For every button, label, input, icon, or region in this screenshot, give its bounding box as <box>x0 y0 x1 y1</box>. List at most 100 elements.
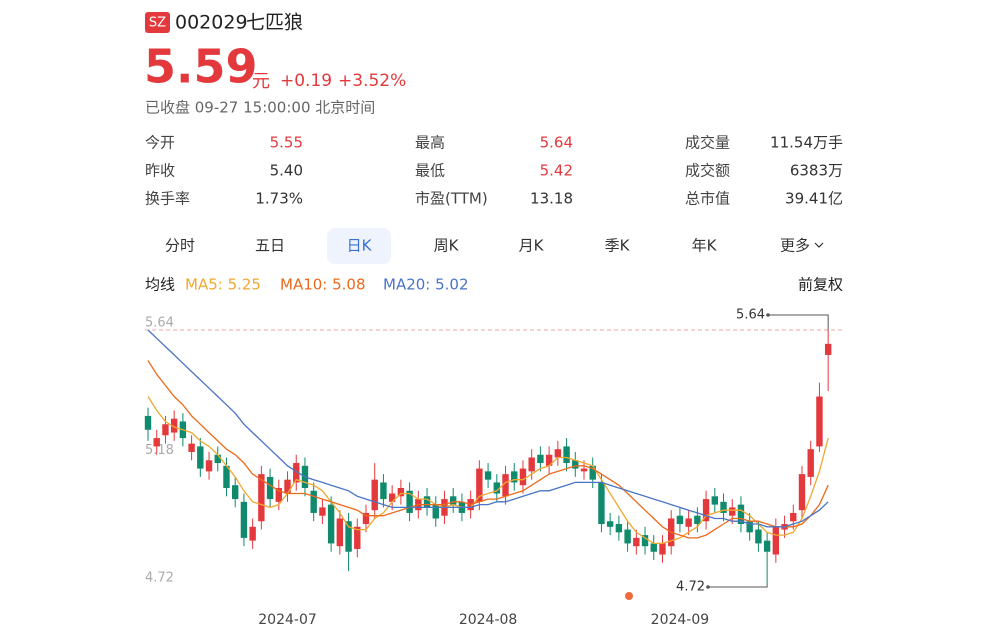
change: +0.19 <box>280 71 332 91</box>
candle-body <box>676 515 684 525</box>
candle-body <box>659 543 666 555</box>
candle-body <box>223 465 230 488</box>
candle-body <box>397 487 405 497</box>
candle-body <box>589 465 596 480</box>
candle-body <box>162 424 169 436</box>
candle-body <box>240 501 248 538</box>
adjust[interactable]: 前复权 <box>798 276 843 294</box>
candle-body <box>702 499 710 522</box>
stat-value: 5.55 <box>270 134 303 152</box>
candle-body <box>275 487 282 502</box>
candle-body <box>737 504 745 525</box>
candle-body <box>572 460 579 469</box>
tab[interactable]: 周K <box>434 237 460 255</box>
candle-body <box>362 512 370 525</box>
legend-entry: MA10: 5.08 <box>280 276 366 294</box>
candle-body <box>354 526 361 549</box>
stat-value: 11.54万手 <box>770 134 843 152</box>
stat-label: 成交额 <box>685 162 730 180</box>
candle-body <box>685 518 692 527</box>
candle-body <box>615 524 623 533</box>
candle-body <box>476 468 483 502</box>
candle-body <box>432 504 439 519</box>
candle-body <box>388 493 396 502</box>
candle-body <box>816 396 823 447</box>
tab[interactable]: 分时 <box>165 237 195 255</box>
candle-body <box>711 496 718 505</box>
dropdown-arrow[interactable] <box>814 242 824 248</box>
low-marker-dot <box>706 585 710 589</box>
tab[interactable]: 更多 <box>780 237 810 255</box>
candle-body <box>763 540 771 552</box>
candle-body <box>633 537 640 547</box>
candle-body <box>598 482 605 525</box>
candle-body <box>694 515 701 525</box>
stat-label: 今开 <box>145 134 175 152</box>
candle-body <box>293 463 300 483</box>
tab[interactable]: 月K <box>519 237 545 255</box>
candle-body <box>197 446 204 469</box>
candle-body <box>144 415 152 430</box>
stat-value: 5.40 <box>270 162 303 180</box>
price: 5.59 <box>144 40 258 94</box>
candle-body <box>790 512 797 522</box>
candle-body <box>205 460 213 472</box>
x-tick-label: 2024-08 <box>459 612 518 628</box>
candle-body <box>345 521 352 552</box>
high-marker-line <box>768 314 829 330</box>
low-marker-label: 4.72 <box>676 580 705 595</box>
stock-code: 002029 <box>175 12 248 34</box>
candle-body <box>336 518 344 547</box>
candle-body <box>650 543 657 552</box>
x-tick-label: 2024-09 <box>651 612 710 628</box>
candle-body <box>493 482 500 494</box>
tab[interactable]: 日K <box>347 237 373 255</box>
stat-label: 总市值 <box>685 190 730 208</box>
candle-body <box>284 479 291 494</box>
candle-body <box>319 507 326 516</box>
candle-body <box>824 343 832 355</box>
candle-body <box>266 476 274 500</box>
candle-body <box>537 454 544 464</box>
candle-body <box>423 496 431 508</box>
candle-body <box>450 496 457 505</box>
candle-body <box>484 471 492 480</box>
candle-body <box>214 454 221 464</box>
candle-body <box>755 529 762 544</box>
stat-value: 39.41亿 <box>785 190 843 208</box>
candle-body <box>606 521 614 527</box>
stat-label: 成交量 <box>685 134 730 152</box>
candle-body <box>153 438 160 447</box>
candle-body <box>380 482 387 500</box>
candle-body <box>310 490 317 513</box>
candle-body <box>511 471 518 483</box>
change-pct: +3.52% <box>338 71 406 91</box>
tab-selected-bg <box>327 228 391 264</box>
candle-body <box>502 474 509 497</box>
candle-body <box>406 490 413 513</box>
status: 已收盘 09-27 15:00:00 北京时间 <box>145 99 375 117</box>
stat-label: 昨收 <box>145 162 175 180</box>
tab[interactable]: 年K <box>692 237 718 255</box>
candle-body <box>554 449 562 458</box>
candle-body <box>545 454 553 466</box>
legend-entry: MA20: 5.02 <box>383 276 469 294</box>
tab[interactable]: 五日 <box>255 237 285 255</box>
candle-body <box>729 507 736 516</box>
price-unit: 元 <box>252 71 270 92</box>
candle-body <box>807 449 814 477</box>
y-tick-label: 4.72 <box>145 571 174 586</box>
low-marker-line <box>708 585 768 588</box>
candle-body <box>746 521 753 533</box>
exchange-badge <box>145 12 170 33</box>
candle-body <box>798 474 806 511</box>
stat-label: 最低 <box>415 162 445 180</box>
ma-line <box>147 396 829 545</box>
tab[interactable]: 季K <box>605 237 631 255</box>
ma-line <box>147 329 829 528</box>
candle-body <box>249 526 256 541</box>
stat-value: 6383万 <box>790 162 843 180</box>
candle-body <box>519 468 527 486</box>
